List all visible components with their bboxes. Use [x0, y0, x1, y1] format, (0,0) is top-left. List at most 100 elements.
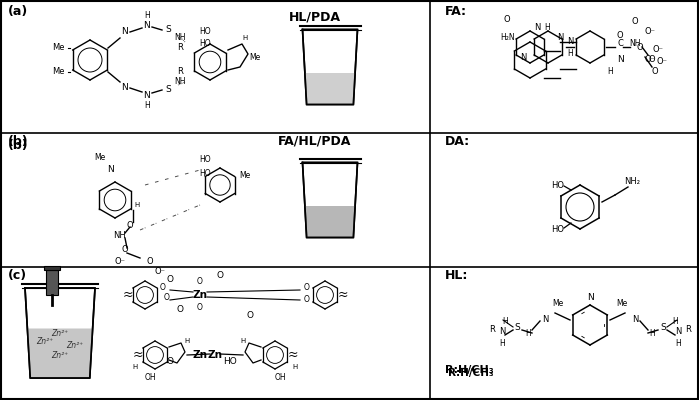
Text: Me: Me	[552, 298, 563, 308]
Text: Me: Me	[250, 52, 261, 62]
Polygon shape	[303, 30, 357, 104]
Text: O⁻: O⁻	[652, 46, 663, 54]
Text: HL:: HL:	[445, 269, 468, 282]
Text: O: O	[147, 258, 153, 266]
Text: O: O	[304, 296, 310, 304]
Text: O: O	[504, 16, 510, 24]
Text: Me: Me	[52, 44, 64, 52]
Text: R: R	[489, 326, 495, 334]
Text: O: O	[166, 358, 173, 366]
Text: O: O	[122, 246, 129, 254]
Text: ~: ~	[123, 286, 134, 300]
Text: O⁻: O⁻	[115, 258, 126, 266]
Text: H: H	[132, 364, 138, 370]
Text: (a): (a)	[8, 5, 28, 18]
Text: O: O	[127, 220, 134, 230]
Text: O: O	[247, 310, 254, 320]
Polygon shape	[27, 328, 93, 378]
Text: FA:: FA:	[445, 5, 467, 18]
Text: HO: HO	[552, 180, 565, 190]
Text: S: S	[165, 86, 171, 94]
Text: H: H	[243, 35, 247, 41]
Text: (b): (b)	[8, 135, 29, 148]
Polygon shape	[305, 73, 355, 104]
Text: ~: ~	[133, 346, 143, 360]
Text: R: R	[685, 326, 691, 334]
Text: ~: ~	[133, 350, 143, 362]
Text: O⁻: O⁻	[656, 58, 668, 66]
Text: O: O	[649, 54, 656, 64]
Text: H: H	[672, 318, 678, 326]
Text: HO: HO	[199, 156, 211, 164]
Text: H: H	[144, 102, 150, 110]
Text: O: O	[177, 306, 184, 314]
Text: OH: OH	[144, 372, 156, 382]
Text: HO: HO	[552, 226, 565, 234]
Text: (b): (b)	[8, 139, 29, 152]
Text: HO: HO	[199, 168, 211, 178]
Text: N: N	[520, 54, 526, 62]
Text: O: O	[217, 270, 224, 280]
Text: NH₂: NH₂	[624, 178, 640, 186]
Text: O: O	[637, 44, 643, 52]
Text: N: N	[122, 84, 129, 92]
Text: N: N	[586, 292, 593, 302]
Text: N: N	[107, 166, 113, 174]
Text: N: N	[557, 34, 563, 42]
Text: O: O	[166, 276, 173, 284]
Text: R:H/CH₃: R:H/CH₃	[448, 368, 493, 378]
Text: N: N	[122, 28, 129, 36]
Text: O: O	[617, 30, 624, 40]
Text: O⁻: O⁻	[644, 56, 656, 64]
Text: O⁻: O⁻	[154, 268, 166, 276]
Text: O: O	[160, 282, 166, 292]
Text: HL/PDA: HL/PDA	[289, 10, 341, 23]
Text: H₂N: H₂N	[500, 32, 515, 42]
Text: H: H	[607, 68, 613, 76]
Text: (c): (c)	[8, 269, 27, 282]
Text: O: O	[651, 68, 658, 76]
Text: H: H	[502, 318, 508, 326]
Text: Me: Me	[617, 298, 628, 308]
Text: N: N	[675, 328, 682, 336]
Text: NH: NH	[174, 78, 186, 86]
Text: ~: ~	[338, 286, 348, 300]
Text: C: C	[617, 40, 623, 48]
Text: O: O	[164, 292, 170, 302]
Text: H: H	[499, 338, 505, 348]
Text: Zn: Zn	[192, 290, 208, 300]
Text: ~: ~	[123, 290, 134, 302]
Text: N: N	[534, 22, 540, 32]
Text: H: H	[525, 328, 531, 338]
Text: N: N	[542, 316, 548, 324]
Text: H: H	[292, 364, 298, 370]
Text: H: H	[144, 10, 150, 20]
Text: OH: OH	[274, 372, 286, 382]
Text: N: N	[617, 56, 624, 64]
Text: H: H	[134, 202, 140, 208]
Bar	[44, 266, 60, 270]
Text: S: S	[514, 324, 520, 332]
Text: DA:: DA:	[445, 135, 470, 148]
Text: NH: NH	[629, 40, 641, 48]
Text: O: O	[304, 282, 310, 292]
Text: S: S	[660, 324, 666, 332]
Text: O: O	[197, 278, 203, 286]
Text: Me: Me	[94, 154, 106, 162]
Text: H: H	[675, 338, 681, 348]
Text: HO: HO	[199, 40, 211, 48]
Text: H: H	[544, 22, 550, 32]
Text: Zn²⁺: Zn²⁺	[52, 350, 69, 360]
Text: N: N	[567, 38, 573, 46]
Text: Zn: Zn	[208, 350, 222, 360]
Polygon shape	[303, 162, 357, 238]
Text: HO: HO	[223, 358, 237, 366]
Text: ~: ~	[288, 346, 298, 360]
Text: O: O	[632, 18, 638, 26]
Text: HO: HO	[199, 28, 211, 36]
Text: Me: Me	[239, 170, 251, 180]
Text: O⁻: O⁻	[644, 28, 656, 36]
Text: H: H	[649, 328, 655, 338]
Text: N: N	[499, 328, 505, 336]
Text: FA/HL/PDA: FA/HL/PDA	[278, 135, 352, 148]
